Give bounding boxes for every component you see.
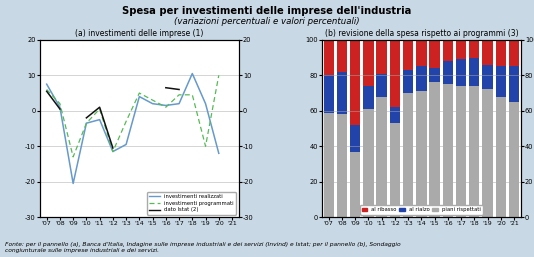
Bar (469, 58, 480, 86)
Bar (403, 70, 413, 93)
Bar (482, 65, 493, 89)
Bar (509, 67, 519, 102)
Bar (443, 40, 453, 61)
Bar (429, 82, 440, 217)
Bar (509, 102, 519, 217)
Bar (363, 86, 374, 109)
Bar (390, 40, 400, 107)
Bar (443, 84, 453, 217)
Bar (337, 114, 347, 217)
Text: Spesa per investimenti delle imprese dell'industria: Spesa per investimenti delle imprese del… (122, 6, 412, 16)
Bar (403, 40, 413, 70)
Bar (376, 97, 387, 217)
Text: Fonte: per il pannello (a), Banca d’Italia, Indagine sulle imprese industriali e: Fonte: per il pannello (a), Banca d’Ital… (5, 242, 401, 253)
Bar (482, 89, 493, 217)
Bar (469, 86, 480, 217)
Bar (482, 40, 493, 65)
Bar (496, 40, 506, 67)
Bar (429, 68, 440, 82)
Bar (350, 125, 360, 152)
Bar (456, 40, 466, 59)
Bar (469, 40, 480, 58)
Bar (337, 72, 347, 114)
Bar (390, 107, 400, 123)
Title: (b) revisione della spesa rispetto ai programmi (3): (b) revisione della spesa rispetto ai pr… (325, 29, 518, 38)
Bar (324, 75, 334, 113)
Title: (a) investimenti delle imprese (1): (a) investimenti delle imprese (1) (75, 29, 203, 38)
Bar (363, 109, 374, 217)
Text: (variazioni percentuali e valori percentuali): (variazioni percentuali e valori percent… (174, 17, 360, 26)
Bar (324, 113, 334, 217)
Bar (456, 59, 466, 86)
Bar (456, 86, 466, 217)
Bar (416, 66, 427, 91)
Bar (324, 40, 334, 75)
Bar (443, 61, 453, 84)
Legend: al ribasso, al rialzo, piani rispettati: al ribasso, al rialzo, piani rispettati (360, 205, 483, 215)
Bar (509, 40, 519, 67)
Bar (429, 40, 440, 68)
Legend: investimenti realizzati, investimenti programmati, dato Istat (2): investimenti realizzati, investimenti pr… (147, 192, 236, 215)
Bar (350, 152, 360, 217)
Bar (350, 40, 360, 125)
Bar (376, 74, 387, 97)
Bar (376, 40, 387, 74)
Bar (416, 40, 427, 67)
Bar (496, 97, 506, 217)
Bar (363, 40, 374, 86)
Bar (390, 123, 400, 217)
Bar (337, 40, 347, 72)
Bar (403, 93, 413, 217)
Bar (496, 67, 506, 97)
Bar (416, 91, 427, 217)
